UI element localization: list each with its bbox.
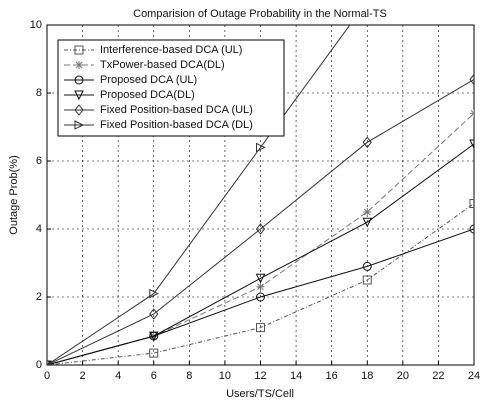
x-tick-label: 2: [80, 370, 86, 382]
y-tick-label: 2: [36, 291, 42, 303]
marker: [149, 288, 159, 299]
x-tick-label: 6: [151, 370, 157, 382]
legend-label: Interference-based DCA (UL): [100, 44, 242, 56]
marker: [75, 61, 83, 69]
x-tick-label: 4: [115, 370, 121, 382]
legend-label: Proposed DCA (UL): [100, 74, 197, 86]
marker: [256, 142, 266, 153]
y-axis-label: Outage Prob(%): [8, 155, 20, 234]
marker: [362, 136, 372, 149]
y-tick-label: 10: [30, 19, 42, 31]
marker: [363, 0, 371, 5]
x-tick-label: 12: [254, 370, 266, 382]
x-tick-label: 8: [186, 370, 192, 382]
x-tick-label: 10: [219, 370, 231, 382]
series-line: [47, 143, 474, 365]
marker: [256, 282, 265, 291]
series-line: [47, 78, 474, 365]
marker: [256, 323, 265, 333]
x-tick-label: 22: [432, 370, 444, 382]
marker: [362, 261, 372, 271]
x-axis-label: Users/TS/Cell: [226, 388, 294, 400]
chart-title: Comparision of Outage Probability in the…: [133, 8, 387, 20]
legend-label: Fixed Position-based DCA (UL): [100, 104, 253, 116]
marker: [149, 348, 159, 358]
marker: [362, 217, 373, 228]
y-tick-label: 8: [36, 87, 42, 99]
axes-box: [46, 24, 475, 366]
marker: [255, 223, 266, 235]
x-tick-label: 24: [468, 370, 480, 382]
marker: [363, 208, 372, 216]
legend-label: TxPower-based DCA(DL): [100, 59, 225, 71]
x-tick-label: 14: [290, 370, 302, 382]
x-tick-label: 20: [397, 370, 409, 382]
legend-box: [57, 39, 285, 137]
legend: Interference-based DCA (UL) TxPower-based…: [57, 39, 285, 137]
marker: [256, 292, 265, 302]
marker: [469, 224, 474, 234]
y-tick-label: 0: [36, 359, 42, 371]
series-line: [47, 25, 351, 365]
marker: [74, 104, 84, 116]
marker: [149, 308, 159, 320]
marker: [469, 73, 474, 86]
marker: [362, 275, 372, 285]
y-tick-label: 4: [36, 223, 42, 235]
series-line: [47, 203, 474, 365]
marker: [469, 139, 474, 150]
marker: [470, 109, 474, 118]
legend-label: Proposed DCA(DL): [100, 89, 195, 101]
marker: [74, 45, 84, 55]
marker: [469, 199, 474, 208]
marker: [74, 120, 85, 130]
marker: [74, 75, 84, 85]
y-tick-label: 6: [36, 155, 42, 167]
marker: [74, 90, 84, 101]
legend-label: Fixed Position-based DCA (DL): [100, 119, 253, 131]
marker: [255, 273, 266, 284]
marker: [148, 331, 159, 342]
x-tick-label: 16: [326, 370, 338, 382]
x-tick-label: 0: [44, 370, 50, 382]
x-tick-label: 18: [361, 370, 373, 382]
plot-layer: [47, 0, 474, 365]
